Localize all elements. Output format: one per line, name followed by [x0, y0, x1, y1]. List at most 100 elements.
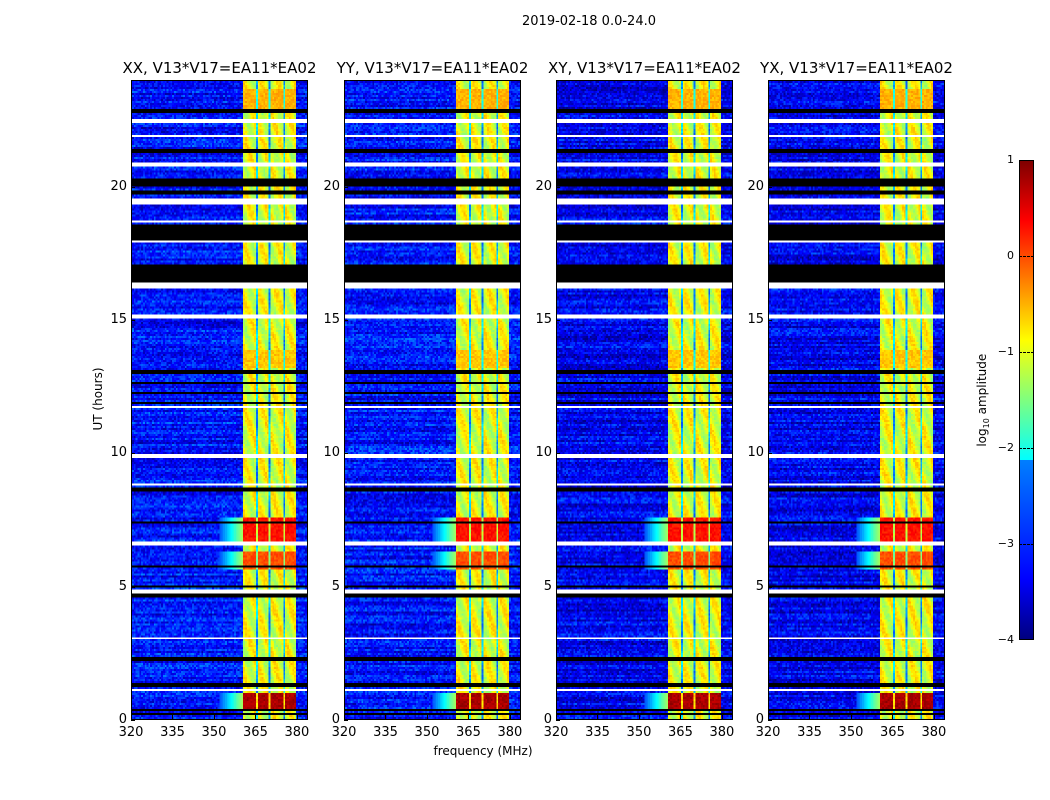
- colorbar-tick-label: 0: [1007, 249, 1014, 262]
- y-tick-label: 10: [535, 445, 552, 461]
- colorbar-tick-mark: [1019, 448, 1034, 449]
- panel-title: XX, V13*V17=EA11*EA02: [122, 59, 317, 77]
- y-tick-label: 15: [535, 312, 552, 327]
- x-tick-mark: [172, 715, 174, 719]
- y-tick-mark: [556, 453, 560, 455]
- x-tick-label: 365: [880, 725, 905, 740]
- y-tick-mark: [768, 720, 772, 721]
- panel-title: YY, V13*V17=EA11*EA02: [336, 59, 529, 77]
- heatmap-image: [769, 81, 944, 719]
- heatmap-panel: [556, 80, 733, 720]
- x-tick-mark: [933, 715, 935, 719]
- x-tick-mark: [131, 715, 132, 719]
- colorbar-tick-mark: [1019, 256, 1034, 257]
- x-tick-mark: [468, 715, 470, 719]
- x-tick-mark: [213, 715, 215, 719]
- heatmap-panel: [131, 80, 308, 720]
- x-tick-mark: [721, 715, 723, 719]
- y-tick-mark: [344, 320, 348, 321]
- y-tick-mark: [556, 586, 560, 588]
- y-tick-label: 10: [323, 445, 340, 461]
- x-tick-label: 335: [585, 725, 610, 740]
- heatmap-image: [557, 81, 732, 719]
- y-tick-mark: [768, 453, 772, 455]
- y-tick-mark: [131, 586, 135, 588]
- colorbar-tick-label: −3: [997, 537, 1014, 550]
- colorbar-label-subscript: 10: [982, 418, 992, 429]
- x-tick-mark: [296, 715, 298, 719]
- x-tick-label: 365: [243, 725, 268, 740]
- x-tick-label: 320: [331, 725, 357, 740]
- x-tick-mark: [680, 715, 682, 719]
- y-tick-label: 20: [323, 178, 340, 194]
- y-tick-label: 10: [110, 445, 127, 461]
- heatmap-panel: [768, 80, 945, 720]
- y-tick-mark: [344, 186, 348, 188]
- x-tick-label: 320: [755, 725, 781, 740]
- x-tick-mark: [768, 715, 769, 719]
- y-tick-mark: [768, 320, 772, 321]
- heatmap-image: [345, 81, 520, 719]
- x-tick-label: 320: [543, 725, 569, 740]
- x-tick-label: 365: [456, 725, 481, 740]
- y-tick-label: 5: [543, 578, 552, 594]
- y-tick-label: 0: [543, 712, 552, 727]
- y-tick-mark: [344, 453, 348, 455]
- x-tick-label: 350: [414, 725, 440, 740]
- x-tick-mark: [255, 715, 257, 719]
- colorbar-tick-label: −2: [997, 441, 1014, 454]
- x-tick-mark: [809, 715, 811, 719]
- colorbar-label: log10 amplitude: [975, 335, 991, 465]
- y-tick-mark: [344, 720, 348, 721]
- colorbar-tick-mark: [1019, 544, 1034, 545]
- colorbar-tick-label: 1: [1007, 153, 1014, 166]
- y-axis-label: UT (hours): [91, 367, 105, 431]
- x-tick-mark: [892, 715, 894, 719]
- y-tick-label: 20: [110, 178, 127, 194]
- figure-suptitle: 2019-02-18 0.0-24.0: [522, 14, 656, 29]
- x-tick-mark: [638, 715, 640, 719]
- colorbar-tick-mark: [1019, 352, 1034, 353]
- x-tick-label: 350: [201, 725, 227, 740]
- x-tick-mark: [850, 715, 852, 719]
- x-tick-label: 380: [497, 725, 523, 740]
- y-tick-label: 15: [747, 312, 764, 327]
- x-axis-label: frequency (MHz): [433, 744, 533, 758]
- y-tick-mark: [556, 186, 560, 188]
- y-tick-label: 0: [118, 712, 127, 727]
- y-tick-label: 15: [110, 312, 127, 327]
- x-tick-label: 335: [160, 725, 185, 740]
- x-tick-mark: [597, 715, 599, 719]
- y-tick-mark: [131, 186, 135, 188]
- x-tick-label: 335: [797, 725, 822, 740]
- x-tick-label: 350: [626, 725, 652, 740]
- y-tick-label: 0: [331, 712, 340, 727]
- y-tick-mark: [768, 186, 772, 188]
- x-tick-label: 380: [284, 725, 310, 740]
- y-tick-label: 20: [535, 178, 552, 194]
- panel-title: XY, V13*V17=EA11*EA02: [548, 59, 741, 77]
- x-tick-mark: [556, 715, 557, 719]
- heatmap-panel: [344, 80, 521, 720]
- x-tick-mark: [509, 715, 511, 719]
- y-tick-label: 5: [118, 578, 127, 594]
- y-tick-mark: [556, 720, 560, 721]
- x-tick-mark: [426, 715, 428, 719]
- x-tick-mark: [344, 715, 345, 719]
- panel-title: YX, V13*V17=EA11*EA02: [760, 59, 953, 77]
- y-tick-mark: [131, 320, 135, 321]
- x-tick-label: 350: [838, 725, 864, 740]
- y-tick-label: 10: [747, 445, 764, 461]
- y-tick-mark: [131, 453, 135, 455]
- colorbar-tick-label: −1: [997, 345, 1014, 358]
- colorbar-label-prefix: log: [974, 428, 989, 447]
- y-tick-mark: [768, 586, 772, 588]
- colorbar: [1019, 160, 1034, 640]
- y-tick-label: 20: [747, 178, 764, 194]
- y-tick-mark: [556, 320, 560, 321]
- colorbar-label-suffix: amplitude: [974, 353, 989, 419]
- x-tick-label: 335: [373, 725, 398, 740]
- x-tick-label: 320: [118, 725, 144, 740]
- y-tick-label: 0: [755, 712, 764, 727]
- y-tick-mark: [344, 586, 348, 588]
